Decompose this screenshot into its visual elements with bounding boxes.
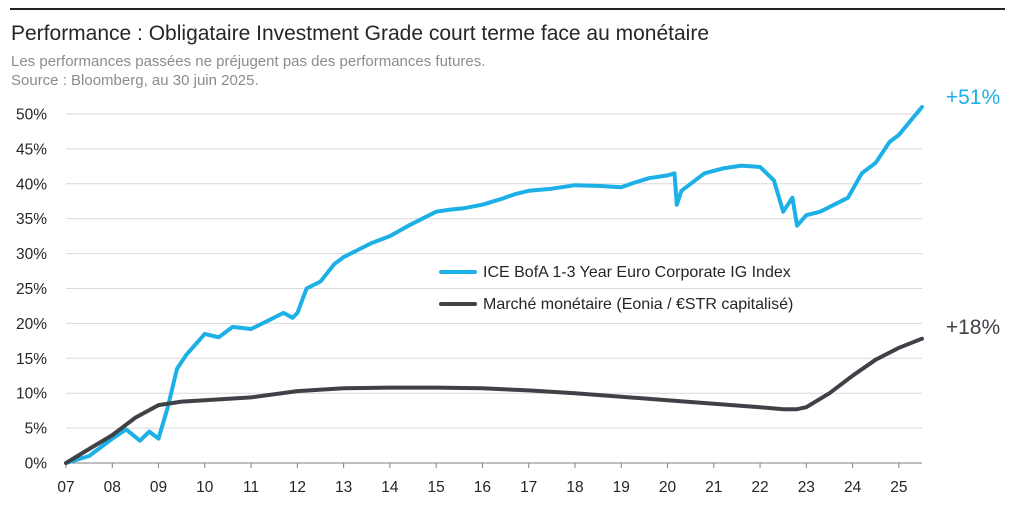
x-tick-label: 19 [613, 479, 630, 496]
legend-label-2: Marché monétaire (Eonia / €STR capitalis… [483, 296, 793, 313]
x-tick-label: 15 [428, 479, 445, 496]
x-tick-label: 22 [751, 479, 768, 496]
y-tick-label: 35% [16, 211, 47, 228]
x-tick-label: 23 [798, 479, 815, 496]
x-axis-ticks: 07 08 09 10 11 12 13 14 15 16 17 18 19 20 21 22 23 24 25 [57, 462, 922, 496]
y-tick-label: 15% [16, 351, 47, 368]
y-tick-label: 20% [16, 316, 47, 333]
series-line-1 [64, 105, 924, 465]
x-tick-label: 16 [474, 479, 491, 496]
y-axis-ticks: 0% 5% 10% 15% 20% 25% 30% 35% 40% 45% 50% [16, 106, 47, 472]
y-tick-label: 45% [16, 141, 47, 158]
x-tick-label: 08 [104, 479, 121, 496]
end-label-2: +18% [946, 316, 1000, 339]
y-tick-label: 30% [16, 246, 47, 263]
x-tick-label: 11 [243, 479, 259, 496]
gridlines [66, 113, 922, 429]
y-tick-label: 5% [25, 421, 48, 438]
end-labels: +51% +18% [946, 86, 1000, 339]
y-tick-label: 50% [16, 106, 47, 123]
top-rule [10, 8, 1005, 10]
x-tick-label: 09 [150, 479, 167, 496]
x-tick-label: 14 [381, 479, 399, 496]
x-tick-label: 24 [844, 479, 862, 496]
series-lines [64, 105, 924, 465]
legend: ICE BofA 1-3 Year Euro Corporate IG Inde… [439, 264, 793, 313]
x-tick-label: 10 [196, 479, 214, 496]
y-tick-label: 10% [16, 386, 47, 403]
x-tick-label: 18 [566, 479, 583, 496]
x-tick-label: 07 [57, 479, 74, 496]
disclaimer-text: Les performances passées ne préjugent pa… [11, 53, 486, 70]
x-tick-label: 12 [289, 479, 306, 496]
series-line-2 [64, 336, 924, 465]
chart-title: Performance : Obligataire Investment Gra… [11, 22, 709, 45]
x-tick-label: 17 [520, 479, 537, 496]
legend-label-1: ICE BofA 1-3 Year Euro Corporate IG Inde… [483, 264, 791, 281]
x-tick-label: 13 [335, 479, 352, 496]
y-tick-label: 0% [25, 456, 48, 473]
x-tick-label: 20 [659, 479, 677, 496]
y-tick-label: 25% [16, 281, 47, 298]
y-tick-label: 40% [16, 176, 47, 193]
chart-subtitle: Les performances passées ne préjugent pa… [11, 52, 485, 90]
x-tick-label: 25 [890, 479, 907, 496]
end-label-1: +51% [946, 86, 1000, 109]
source-text: Source : Bloomberg, au 30 juin 2025. [11, 72, 259, 89]
x-tick-label: 21 [705, 479, 722, 496]
